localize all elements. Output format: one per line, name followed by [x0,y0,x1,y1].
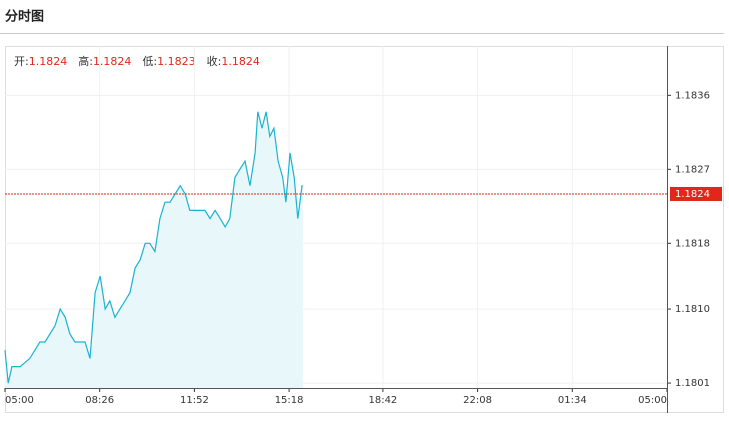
x-tick-label: 22:08 [463,395,492,406]
stat-label: 开: [14,55,29,68]
y-tick-label: 1.1836 [675,90,710,101]
x-tick-label: 08:26 [85,395,114,406]
x-tick-label: 05:00 [5,395,34,406]
area [5,111,303,389]
frame [5,46,724,413]
stat-label: 高: [78,54,93,68]
y-tick-label: 1.1810 [675,304,710,315]
x-tick-label: 18:42 [368,395,397,406]
x-tick-label: 05:00 [638,395,667,406]
stat-value: 1.1823 [157,55,196,68]
x-tick-label: 15:18 [275,395,304,406]
chart-title: 分时图 [5,9,44,25]
y-tick-label: 1.1818 [675,238,710,249]
stat-label: 低: [142,55,157,68]
x-tick-label: 01:34 [558,395,587,406]
ref-label: 1.1824 [675,189,710,200]
price-line [4,111,303,384]
y-tick-label: 1.1801 [675,378,710,389]
stat-value: 1.1824 [221,55,260,68]
stat-label: 收: [207,54,222,68]
x-tick-label: 11:52 [180,395,209,406]
stat-value: 1.1824 [29,55,68,68]
stat-value: 1.1824 [93,55,132,68]
y-tick-label: 1.1827 [675,164,710,175]
ref-label-bg [670,186,722,201]
